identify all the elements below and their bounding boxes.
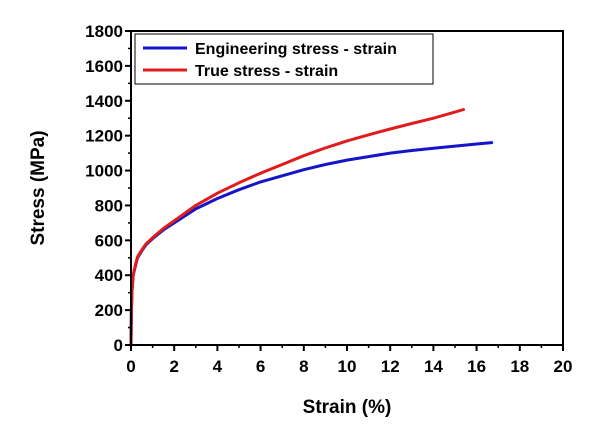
legend-label-engineering: Engineering stress - strain: [195, 41, 397, 58]
y-tick-label: 600: [95, 231, 123, 250]
y-axis-title: Stress (MPa): [28, 130, 49, 245]
legend-box: [134, 33, 434, 85]
y-tick-label: 0: [114, 336, 123, 355]
x-tick-label: 18: [510, 357, 529, 376]
y-tick-label: 1800: [85, 22, 123, 41]
x-tick-label: 8: [299, 357, 308, 376]
legend-label-true: True stress - strain: [195, 63, 338, 80]
x-tick-label: 14: [424, 357, 443, 376]
x-tick-label: 0: [126, 357, 135, 376]
x-axis-title: Strain (%): [303, 397, 392, 418]
x-tick-label: 10: [338, 357, 357, 376]
y-tick-label: 1000: [85, 162, 123, 181]
x-tick-label: 12: [381, 357, 400, 376]
x-tick-label: 4: [213, 357, 223, 376]
x-tick-label: 20: [554, 357, 573, 376]
y-tick-label: 200: [95, 301, 123, 320]
y-tick-label: 400: [95, 266, 123, 285]
series-line-1: [129, 108, 466, 347]
x-tick-label: 2: [169, 357, 178, 376]
series-lines: [129, 108, 494, 347]
x-tick-label: 16: [467, 357, 486, 376]
y-tick-label: 800: [95, 196, 123, 215]
y-tick-label: 1600: [85, 57, 123, 76]
y-tick-label: 1400: [85, 92, 123, 111]
legend: Engineering stress - strain True stress …: [134, 33, 434, 85]
axis-ticks: 0 2 4 6 8 10 12 14 16 18 2002004006008001000120014…: [85, 22, 572, 376]
series-line-0: [129, 141, 494, 347]
x-tick-label: 6: [256, 357, 265, 376]
y-tick-label: 1200: [85, 127, 123, 146]
